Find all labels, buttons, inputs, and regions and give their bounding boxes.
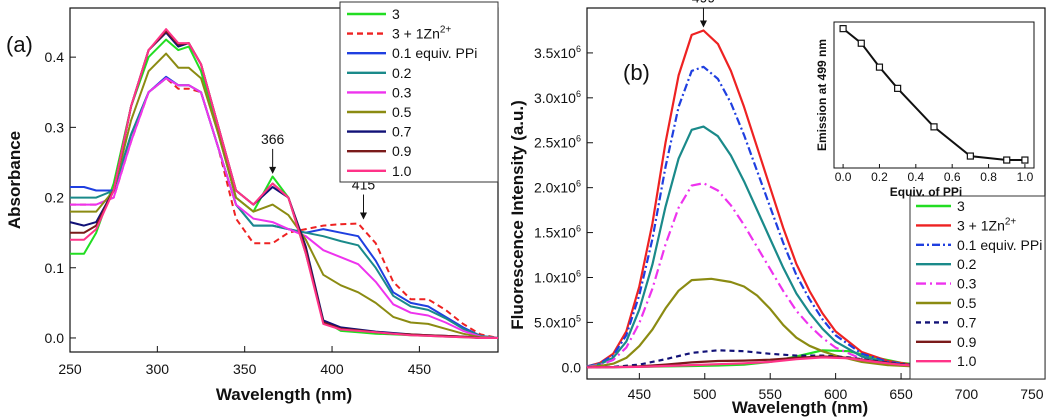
absorbance-legend-label: 0.1 equiv. PPi xyxy=(392,45,477,61)
inset-x-tick-label: 0.4 xyxy=(907,170,924,184)
fluorescence-legend-label: 0.1 equiv. PPi xyxy=(957,237,1042,253)
inset-data-point xyxy=(1003,156,1011,164)
absorbance-x-tick-label: 400 xyxy=(320,361,344,377)
inset-series-line xyxy=(842,27,1025,161)
fluorescence-legend-label: 3 + 1Zn2+ xyxy=(957,216,1016,233)
inset-series xyxy=(839,25,1029,164)
fluorescence-series-line xyxy=(586,65,1046,369)
absorbance-y-tick-label: 0.1 xyxy=(45,260,65,276)
inset-data-point xyxy=(839,25,847,33)
absorbance-series xyxy=(69,28,499,339)
fluorescence-y-tick-label: 1.0x106 xyxy=(534,268,581,285)
inset-data-point xyxy=(966,152,974,160)
absorbance-x-axis-label: Wavelength (nm) xyxy=(216,385,352,404)
fluorescence-plot-frame xyxy=(586,7,1046,380)
fluorescence-x-tick-label: 650 xyxy=(889,386,913,402)
fluorescence-peak-label: 499 xyxy=(692,0,716,5)
inset-y-axis-label: Emission at 499 nm xyxy=(815,39,829,151)
absorbance-legend-label: 1.0 xyxy=(392,163,412,179)
absorbance-x-tick-label: 300 xyxy=(146,361,170,377)
fluorescence-x-tick-label: 700 xyxy=(955,386,979,402)
absorbance-panel-label: (a) xyxy=(6,32,33,57)
fluorescence-x-ticks: 450 500 550 600 650 700 750 xyxy=(628,373,1044,402)
absorbance-y-tick-label: 0.3 xyxy=(45,119,65,135)
absorbance-legend: 3 3 + 1Zn2+ 0.1 equiv. PPi 0.2 0.3 0.5 0.7 0.9 1… xyxy=(339,1,499,183)
fluorescence-y-tick-label: 3.5x106 xyxy=(534,44,581,61)
fluorescence-x-tick-label: 500 xyxy=(693,386,717,402)
absorbance-legend-label: 0.9 xyxy=(392,143,412,159)
absorbance-legend-label: 0.3 xyxy=(392,84,412,100)
inset-x-tick-label: 1.0 xyxy=(1017,170,1034,184)
fluorescence-legend-label: 1.0 xyxy=(957,353,977,369)
fluorescence-y-tick-label: 5.0x105 xyxy=(534,313,581,330)
fluorescence-y-tick-label: 2.0x106 xyxy=(534,179,581,196)
absorbance-y-tick-label: 0.0 xyxy=(45,330,65,346)
fluorescence-chart: (b) Wavelength (nm) Fluorescence Intensi… xyxy=(508,0,1046,417)
fluorescence-y-tick-label: 3.0x106 xyxy=(534,89,581,106)
fluorescence-peak-arrowhead xyxy=(699,20,707,28)
absorbance-peak-label: 366 xyxy=(261,131,285,147)
absorbance-legend-label: 0.7 xyxy=(392,124,412,140)
absorbance-x-tick-label: 250 xyxy=(58,361,82,377)
fluorescence-x-tick-label: 750 xyxy=(1020,386,1044,402)
fluorescence-y-tick-label: 2.5x106 xyxy=(534,134,581,151)
fluorescence-y-tick-label: 1.5x106 xyxy=(534,224,581,241)
fluorescence-y-axis-label: Fluorescence Intensity (a.u.) xyxy=(508,100,527,330)
fluorescence-legend-label: 0.2 xyxy=(957,256,977,272)
fluorescence-x-tick-label: 550 xyxy=(759,386,783,402)
absorbance-legend-label: 0.5 xyxy=(392,104,412,120)
inset-x-tick-label: 0.6 xyxy=(944,170,961,184)
absorbance-chart: (a) Wavelength (nm) Absorbance 250 300 350… xyxy=(5,1,499,404)
absorbance-legend-label: 3 xyxy=(392,6,400,22)
fluorescence-legend: 3 3 + 1Zn2+ 0.1 equiv. PPi 0.2 0.3 0.5 0.7 0.9 1… xyxy=(909,195,1046,380)
fluorescence-legend-label: 0.3 xyxy=(957,276,977,292)
inset-x-ticks: 0.0 0.2 0.4 0.6 0.8 1.0 xyxy=(835,164,1034,184)
fluorescence-y-tick-label: 0.0 xyxy=(562,359,582,375)
fluorescence-panel-label: (b) xyxy=(623,60,650,85)
absorbance-series-line xyxy=(70,77,499,339)
fluorescence-x-tick-label: 450 xyxy=(628,386,652,402)
inset-data-point xyxy=(930,123,938,131)
fluorescence-legend-label: 0.5 xyxy=(957,295,977,311)
absorbance-legend-label: 3 + 1Zn2+ xyxy=(392,25,451,42)
absorbance-y-tick-label: 0.4 xyxy=(45,49,65,65)
fluorescence-annotations: 499 xyxy=(692,0,716,28)
fluorescence-x-axis-label: Wavelength (nm) xyxy=(732,398,868,417)
absorbance-x-ticks: 250 300 350 400 450 xyxy=(58,346,431,377)
inset-x-tick-label: 0.8 xyxy=(980,170,997,184)
absorbance-y-axis-label: Absorbance xyxy=(5,131,24,229)
fluorescence-y-ticks: 0.0 5.0x105 1.0x106 1.5x106 2.0x106 2.5x106 3.… xyxy=(534,44,593,375)
absorbance-peak-arrowhead xyxy=(269,166,277,174)
fluorescence-series-line xyxy=(586,182,1045,369)
absorbance-x-tick-label: 450 xyxy=(408,361,432,377)
absorbance-legend-label: 0.2 xyxy=(392,65,412,81)
inset-data-point xyxy=(857,39,865,47)
fluorescence-legend-label: 0.9 xyxy=(957,334,977,350)
inset-x-tick-label: 0.2 xyxy=(871,170,888,184)
emission-inset-chart: Equiv. of PPi Emission at 499 nm 0.0 0.2 0… xyxy=(815,21,1035,199)
fluorescence-x-tick-label: 600 xyxy=(824,386,848,402)
inset-x-tick-label: 0.0 xyxy=(835,170,852,184)
inset-data-point xyxy=(1021,156,1029,164)
fluorescence-legend-label: 0.7 xyxy=(957,314,977,330)
absorbance-x-tick-label: 350 xyxy=(233,361,257,377)
absorbance-series-line xyxy=(70,28,498,339)
inset-x-axis-label: Equiv. of PPi xyxy=(890,185,962,199)
fluorescence-legend-label: 3 xyxy=(957,198,965,214)
absorbance-peak-arrowhead xyxy=(359,212,367,220)
inset-data-point xyxy=(875,63,884,71)
absorbance-series-line xyxy=(70,77,499,339)
absorbance-y-tick-label: 0.2 xyxy=(45,190,65,206)
absorbance-series-line xyxy=(70,52,499,339)
inset-plot-frame xyxy=(833,21,1035,169)
inset-data-point xyxy=(894,84,902,92)
